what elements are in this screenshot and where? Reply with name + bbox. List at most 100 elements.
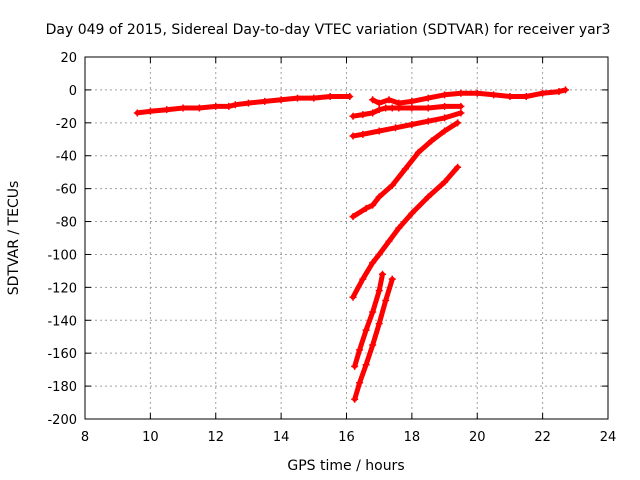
data-point [388, 275, 396, 283]
x-tick-label: 8 [81, 430, 89, 445]
data-point [146, 107, 154, 115]
data-point [522, 92, 530, 100]
data-point [408, 120, 416, 128]
grid-lines [85, 57, 608, 419]
data-point [388, 104, 396, 112]
data-point [369, 308, 377, 316]
data-point [369, 341, 377, 349]
data-point [362, 204, 370, 212]
data-point [375, 106, 383, 114]
data-point [395, 104, 403, 112]
data-point [424, 193, 432, 201]
y-tick-label: -100 [47, 248, 77, 263]
data-point [375, 320, 383, 328]
data-point [441, 127, 449, 135]
x-tick-label: 20 [469, 430, 486, 445]
data-point [277, 96, 285, 104]
data-point [454, 163, 462, 171]
data-point [351, 395, 359, 403]
data-point [555, 88, 563, 96]
data-point [378, 270, 386, 278]
y-tick-label: -80 [56, 216, 77, 231]
y-tick-label: -40 [56, 150, 77, 165]
data-point [179, 104, 187, 112]
data-point [359, 275, 367, 283]
data-point [349, 112, 357, 120]
series-arc-e [351, 270, 386, 370]
data-point [490, 91, 498, 99]
series-arc-tail [369, 86, 570, 107]
data-point [375, 127, 383, 135]
data-point [310, 94, 318, 102]
data-point [441, 114, 449, 122]
data-point [163, 106, 171, 114]
data-point [382, 297, 390, 305]
y-tick-label: -60 [56, 183, 77, 198]
data-point [473, 89, 481, 97]
data-point [351, 362, 359, 370]
data-point [362, 326, 370, 334]
data-point [326, 92, 334, 100]
data-point [401, 165, 409, 173]
data-point [424, 117, 432, 125]
data-point [369, 96, 377, 104]
data-point [133, 109, 141, 117]
series-arc-main [133, 92, 354, 117]
series-arc-a [349, 102, 465, 120]
y-tick-label: -180 [47, 380, 77, 395]
data-point [349, 293, 357, 301]
data-point [369, 259, 377, 267]
data-point [408, 104, 416, 112]
data-point [362, 361, 370, 369]
data-point [225, 102, 233, 110]
series-arc-d [349, 163, 462, 301]
y-tick-label: -200 [47, 413, 77, 428]
x-tick-label: 14 [273, 430, 290, 445]
data-point [414, 148, 422, 156]
data-point [385, 237, 393, 245]
series-trace [350, 164, 461, 300]
data-point [388, 181, 396, 189]
data-point [424, 104, 432, 112]
data-point [539, 89, 547, 97]
x-tick-label: 12 [207, 430, 224, 445]
series-trace [352, 276, 395, 402]
data-point [356, 379, 364, 387]
data-point [457, 109, 465, 117]
x-tick-label: 22 [534, 430, 551, 445]
x-tick-label: 16 [338, 430, 355, 445]
data-point [356, 346, 364, 354]
data-point [441, 91, 449, 99]
data-point [293, 94, 301, 102]
data-point [349, 213, 357, 221]
data-point [231, 101, 239, 109]
chart-title: Day 049 of 2015, Sidereal Day-to-day VTE… [46, 22, 611, 38]
data-point [454, 119, 462, 127]
series-arc-c [349, 119, 462, 221]
data-point [562, 86, 570, 94]
data-point [244, 99, 252, 107]
y-tick-label: -140 [47, 314, 77, 329]
series-arc-b [349, 109, 465, 140]
data-point [385, 96, 393, 104]
series-trace [134, 94, 353, 116]
y-tick-label: 0 [69, 84, 77, 99]
data-points [133, 86, 570, 403]
series-trace [370, 87, 568, 106]
series-trace [350, 120, 461, 220]
data-point [359, 111, 367, 119]
x-tick-label: 18 [404, 430, 421, 445]
x-axis-title: GPS time / hours [287, 458, 404, 474]
x-tick-label: 10 [142, 430, 159, 445]
data-point [392, 124, 400, 132]
data-point [441, 102, 449, 110]
data-point [261, 97, 269, 105]
y-tick-label: -160 [47, 347, 77, 362]
data-point [408, 209, 416, 217]
data-point [212, 102, 220, 110]
y-tick-label: -20 [56, 117, 77, 132]
data-point [457, 89, 465, 97]
y-axis-title: SDTVAR / TECUs [6, 181, 22, 296]
data-point [427, 137, 435, 145]
